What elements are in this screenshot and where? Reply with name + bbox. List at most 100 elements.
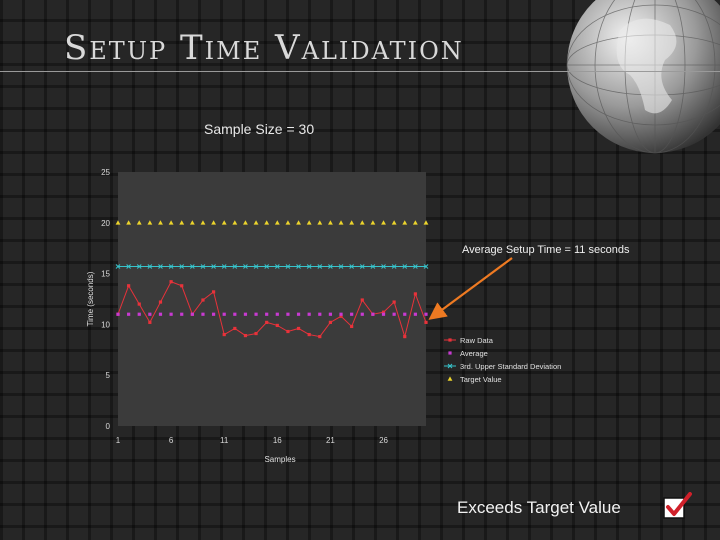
legend-item: Target Value — [447, 375, 502, 384]
data-point — [350, 312, 354, 316]
data-point — [168, 264, 174, 269]
data-point — [147, 220, 153, 225]
legend-swatch-marker — [447, 363, 453, 369]
data-point — [233, 312, 237, 316]
data-point — [115, 220, 121, 225]
globe-icon — [566, 0, 720, 154]
data-point — [275, 323, 279, 328]
legend-item: Raw Data — [444, 336, 494, 345]
data-point — [126, 220, 132, 225]
data-point — [381, 264, 386, 269]
series-average — [116, 312, 428, 316]
data-point — [381, 310, 386, 314]
data-point — [307, 312, 311, 316]
y-tick-label: 15 — [101, 270, 110, 279]
data-point — [317, 264, 323, 269]
data-point — [136, 264, 142, 269]
data-point — [285, 264, 291, 269]
x-tick-label: 21 — [326, 436, 335, 445]
data-point — [350, 324, 354, 329]
data-point — [381, 312, 386, 316]
x-tick-label: 11 — [220, 436, 229, 445]
data-point — [147, 264, 153, 269]
data-point — [137, 302, 141, 306]
data-point — [254, 312, 258, 316]
y-axis-title: Time (seconds) — [86, 271, 95, 326]
data-point — [127, 312, 131, 316]
y-tick-label: 0 — [106, 422, 111, 431]
x-axis-title: Samples — [264, 455, 295, 464]
data-point — [254, 331, 258, 336]
data-point — [296, 326, 301, 331]
data-point — [169, 280, 173, 284]
data-point — [243, 220, 248, 225]
data-point — [180, 312, 184, 316]
data-point — [243, 333, 248, 338]
data-point — [318, 312, 322, 316]
legend-item: Average — [448, 349, 488, 358]
data-point — [286, 329, 290, 334]
data-point — [274, 220, 280, 225]
data-point — [403, 334, 407, 339]
data-point — [264, 220, 270, 225]
data-point — [116, 312, 120, 316]
legend-label: Average — [460, 349, 488, 358]
data-point — [306, 264, 312, 269]
legend-swatch-marker — [448, 351, 452, 355]
exceeds-target-note: Exceeds Target Value — [457, 498, 621, 517]
data-point — [200, 220, 206, 225]
data-point — [211, 312, 216, 316]
data-point — [349, 264, 355, 269]
title-divider — [0, 71, 720, 72]
data-point — [232, 220, 238, 225]
data-point — [328, 312, 333, 316]
data-point — [339, 312, 343, 316]
data-point — [424, 320, 428, 324]
data-point — [391, 264, 397, 269]
data-point — [148, 312, 152, 316]
data-point — [328, 320, 333, 324]
data-point — [370, 264, 376, 269]
data-point — [275, 312, 279, 316]
legend-item: 3rd. Upper Standard Deviation — [444, 362, 561, 371]
data-point — [286, 312, 290, 316]
data-point — [211, 264, 216, 269]
data-point — [264, 264, 270, 269]
data-point — [253, 220, 259, 225]
data-point — [413, 264, 418, 269]
data-point — [168, 220, 174, 225]
data-point — [339, 314, 343, 318]
data-point — [274, 264, 280, 269]
data-point — [148, 320, 152, 324]
slide-title: Setup Time Validation — [64, 28, 464, 68]
x-tick-label: 6 — [169, 436, 174, 445]
sample-size-label: Sample Size = 30 — [204, 121, 315, 137]
data-point — [318, 334, 322, 339]
checkbox-checked-icon — [663, 492, 692, 519]
data-point — [413, 312, 417, 316]
data-point — [328, 264, 333, 269]
data-point — [158, 220, 163, 225]
data-point — [423, 220, 429, 225]
data-point — [127, 284, 131, 288]
legend-label: Target Value — [460, 375, 502, 384]
data-point — [296, 264, 301, 269]
data-point — [115, 264, 121, 269]
y-tick-label: 5 — [106, 371, 111, 380]
data-point — [423, 264, 429, 269]
series-line — [117, 281, 427, 339]
plot-area — [118, 172, 426, 426]
annotation-arrow — [428, 257, 513, 320]
data-point — [221, 264, 227, 269]
average-annotation: Average Setup Time = 11 seconds — [462, 244, 630, 256]
x-tick-label: 16 — [273, 436, 282, 445]
data-point — [201, 298, 205, 302]
data-point — [381, 220, 386, 225]
data-point — [328, 220, 333, 225]
data-point — [371, 312, 375, 316]
data-point — [233, 326, 237, 331]
data-point — [211, 220, 216, 225]
data-point — [392, 300, 396, 304]
data-point — [179, 220, 185, 225]
